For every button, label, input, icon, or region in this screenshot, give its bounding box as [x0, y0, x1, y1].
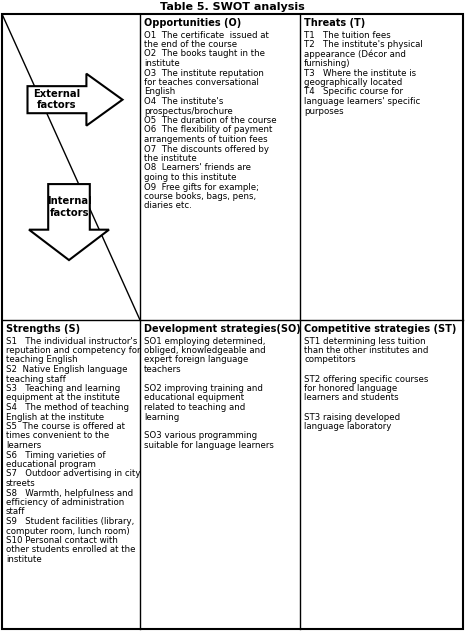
- Text: institute: institute: [144, 59, 180, 68]
- Text: O9  Free gifts for example;: O9 Free gifts for example;: [144, 182, 259, 191]
- Text: S6   Timing varieties of: S6 Timing varieties of: [6, 451, 106, 459]
- Text: streets: streets: [6, 479, 36, 488]
- Text: Competitive strategies (ST): Competitive strategies (ST): [304, 324, 456, 334]
- Text: O6  The flexibility of payment: O6 The flexibility of payment: [144, 126, 272, 134]
- Text: English at the institute: English at the institute: [6, 413, 104, 422]
- Text: S3   Teaching and learning: S3 Teaching and learning: [6, 384, 120, 393]
- Text: language learners' specific: language learners' specific: [304, 97, 420, 106]
- Text: teaching staff: teaching staff: [6, 375, 66, 384]
- Text: learners: learners: [6, 441, 41, 450]
- Text: obliged, knowledgeable and: obliged, knowledgeable and: [144, 346, 266, 355]
- Text: T3   Where the institute is: T3 Where the institute is: [304, 69, 416, 78]
- Text: S5  The course is offered at: S5 The course is offered at: [6, 422, 125, 431]
- Text: other students enrolled at the: other students enrolled at the: [6, 546, 135, 555]
- Text: competitors: competitors: [304, 355, 356, 365]
- Text: learning: learning: [144, 413, 179, 422]
- Text: purposes: purposes: [304, 107, 344, 115]
- Polygon shape: [27, 74, 122, 126]
- Text: institute: institute: [6, 555, 42, 564]
- Text: ST2 offering specific courses: ST2 offering specific courses: [304, 375, 428, 384]
- Text: course books, bags, pens,: course books, bags, pens,: [144, 192, 256, 201]
- Text: Table 5. SWOT analysis: Table 5. SWOT analysis: [160, 2, 305, 12]
- Text: S1   The individual instructor's: S1 The individual instructor's: [6, 336, 137, 346]
- Text: language laboratory: language laboratory: [304, 422, 392, 431]
- Text: the end of the course: the end of the course: [144, 40, 237, 49]
- Text: S9   Student facilities (library,: S9 Student facilities (library,: [6, 517, 134, 526]
- Text: O5  The duration of the course: O5 The duration of the course: [144, 116, 277, 125]
- Text: ST3 raising developed: ST3 raising developed: [304, 413, 400, 422]
- Text: arrangements of tuition fees: arrangements of tuition fees: [144, 135, 268, 144]
- Text: Threats (T): Threats (T): [304, 18, 365, 28]
- Text: equipment at the institute: equipment at the institute: [6, 394, 120, 403]
- Text: teaching English: teaching English: [6, 355, 78, 365]
- Text: efficiency of administration: efficiency of administration: [6, 498, 124, 507]
- Text: ST1 determining less tuition: ST1 determining less tuition: [304, 336, 425, 346]
- Text: teachers: teachers: [144, 365, 182, 374]
- Text: SO2 improving training and: SO2 improving training and: [144, 384, 263, 393]
- Text: the institute: the institute: [144, 154, 197, 163]
- Text: expert foreign language: expert foreign language: [144, 355, 248, 365]
- Text: diaries etc.: diaries etc.: [144, 201, 192, 211]
- Text: suitable for language learners: suitable for language learners: [144, 441, 274, 450]
- Text: O2  The books taught in the: O2 The books taught in the: [144, 49, 265, 59]
- Text: T2   The institute's physical: T2 The institute's physical: [304, 40, 423, 49]
- Text: furnishing): furnishing): [304, 59, 351, 68]
- Text: Development strategies(SO): Development strategies(SO): [144, 324, 301, 334]
- Polygon shape: [29, 184, 109, 260]
- Text: O3  The institute reputation: O3 The institute reputation: [144, 69, 264, 78]
- Text: for honored language: for honored language: [304, 384, 397, 393]
- Text: computer room, lunch room): computer room, lunch room): [6, 526, 130, 536]
- Text: than the other institutes and: than the other institutes and: [304, 346, 428, 355]
- Text: prospectus/brochure: prospectus/brochure: [144, 107, 233, 115]
- Text: SO3 various programming: SO3 various programming: [144, 432, 257, 440]
- Text: staff: staff: [6, 507, 26, 517]
- Text: Internal
factors: Internal factors: [46, 196, 91, 218]
- Text: O7  The discounts offered by: O7 The discounts offered by: [144, 144, 269, 153]
- Text: educational equipment: educational equipment: [144, 394, 244, 403]
- Text: S2  Native English language: S2 Native English language: [6, 365, 127, 374]
- Text: S4   The method of teaching: S4 The method of teaching: [6, 403, 129, 412]
- Text: Opportunities (O): Opportunities (O): [144, 18, 241, 28]
- Text: S10 Personal contact with: S10 Personal contact with: [6, 536, 118, 545]
- Text: learners and students: learners and students: [304, 394, 399, 403]
- Text: S7   Outdoor advertising in city: S7 Outdoor advertising in city: [6, 469, 140, 478]
- Text: O4  The institute's: O4 The institute's: [144, 97, 223, 106]
- Text: times convenient to the: times convenient to the: [6, 432, 109, 440]
- Text: appearance (Décor and: appearance (Décor and: [304, 49, 406, 59]
- Text: Strengths (S): Strengths (S): [6, 324, 80, 334]
- Text: O8  Learners' friends are: O8 Learners' friends are: [144, 163, 251, 172]
- Text: S8   Warmth, helpfulness and: S8 Warmth, helpfulness and: [6, 488, 133, 497]
- Text: for teaches conversational: for teaches conversational: [144, 78, 259, 87]
- Text: English: English: [144, 88, 175, 97]
- Text: O1  The certificate  issued at: O1 The certificate issued at: [144, 30, 269, 40]
- Text: T1   The tuition fees: T1 The tuition fees: [304, 30, 391, 40]
- Text: educational program: educational program: [6, 460, 96, 469]
- Text: reputation and competency for: reputation and competency for: [6, 346, 140, 355]
- Text: External
factors: External factors: [33, 89, 80, 110]
- Text: related to teaching and: related to teaching and: [144, 403, 245, 412]
- Text: T4   Specific course for: T4 Specific course for: [304, 88, 403, 97]
- Text: geographically located: geographically located: [304, 78, 402, 87]
- Text: SO1 employing determined,: SO1 employing determined,: [144, 336, 266, 346]
- Text: going to this institute: going to this institute: [144, 173, 237, 182]
